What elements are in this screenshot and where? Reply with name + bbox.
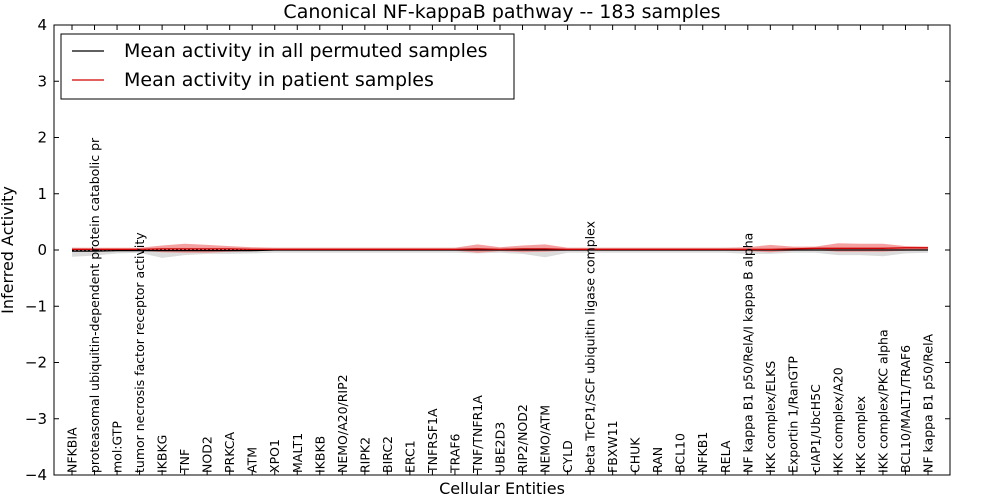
- x-tick-label: NEMO/ATM: [538, 405, 553, 473]
- x-tick-label: ATM: [245, 447, 260, 473]
- x-tick-label: FBXW11: [605, 420, 620, 473]
- x-tick-label: RAN: [650, 447, 665, 473]
- x-tick-label: CHUK: [628, 437, 643, 473]
- x-tick-label: RIP2/NOD2: [515, 404, 530, 473]
- legend: Mean activity in all permuted samples Mea…: [60, 33, 515, 100]
- x-tick-label: NF kappa B1 p50/RelA/I kappa B alpha: [740, 233, 755, 473]
- legend-box: [60, 33, 515, 100]
- x-tick-label: cIAP1/UbcH5C: [808, 384, 823, 473]
- x-tick-label: IKBKB: [312, 436, 327, 473]
- y-tick-label: −4: [25, 466, 47, 484]
- y-tick-label: 1: [37, 185, 47, 203]
- x-tick-label: NFKB1: [695, 432, 710, 473]
- x-tick-label: RIPK2: [357, 437, 372, 473]
- x-tick-label: Exportin 1/RanGTP: [785, 356, 800, 473]
- plot-frame: [53, 24, 951, 476]
- x-tick-label: proteasomal ubiquitin-dependent protein …: [87, 137, 102, 473]
- x-tick-label: UBE2D3: [493, 422, 508, 473]
- series-line-patient: [72, 247, 928, 251]
- x-tick-label: BCL10/MALT1/TRAF6: [898, 345, 913, 473]
- x-tick-label: TRAF6: [447, 433, 462, 474]
- x-tick-label: MALT1: [290, 433, 305, 473]
- x-tick-label: NOD2: [200, 436, 215, 473]
- x-axis-label: Cellular Entities: [439, 479, 565, 498]
- x-tick-label: tumor necrosis factor receptor activity: [132, 232, 147, 473]
- y-tick-label: 3: [37, 72, 47, 90]
- x-tick-label: XPO1: [267, 439, 282, 473]
- y-axis-label: Inferred Activity: [0, 186, 17, 314]
- y-tick-label: 2: [37, 129, 47, 147]
- x-tick-label: IKK complex: [853, 396, 868, 473]
- y-tick-label: 4: [37, 16, 47, 34]
- chart-title: Canonical NF-kappaB pathway -- 183 sampl…: [283, 1, 720, 23]
- x-tick-label: IKBKG: [155, 435, 170, 473]
- x-tick-label: IKK complex/PKC alpha: [875, 329, 890, 473]
- x-tick-label: BIRC2: [380, 436, 395, 473]
- x-tick-label: NEMO/A20/RIP2: [335, 374, 350, 473]
- axis-ticks: −4 −3 −2 −1 0 1 2 3 4 NFKBIA proteasomal ubiquitin…: [25, 16, 951, 484]
- x-tick-label: TNF/TNFR1A: [470, 395, 485, 474]
- y-tick-label: 0: [37, 241, 47, 259]
- y-tick-label: −3: [25, 410, 47, 428]
- legend-entry: Mean activity in patient samples: [124, 69, 434, 91]
- x-tick-label: PRKCA: [222, 432, 237, 473]
- x-tick-label: ERC1: [402, 440, 417, 473]
- legend-entry: Mean activity in all permuted samples: [124, 40, 487, 62]
- x-tick-label: NF kappa B1 p50/RelA: [921, 333, 936, 473]
- x-tick-label: TNF: [177, 449, 192, 474]
- x-tick-label: CYLD: [560, 440, 575, 473]
- x-tick-label: IKK complex/A20: [830, 367, 845, 473]
- x-tick-label: RELA: [718, 440, 733, 473]
- x-tick-label: mol:GTP: [110, 421, 125, 473]
- x-tick-label: BCL10: [673, 433, 688, 473]
- x-tick-label: beta TrCP1/SCF ubiquitin ligase complex: [583, 221, 598, 473]
- y-tick-label: −1: [25, 297, 47, 315]
- y-tick-label: −2: [25, 354, 47, 372]
- x-tick-label: IKK complex/ELKS: [763, 361, 778, 473]
- x-tick-label: TNFRSF1A: [425, 408, 440, 474]
- plot-area: [72, 243, 928, 258]
- x-tick-label: NFKBIA: [65, 427, 80, 473]
